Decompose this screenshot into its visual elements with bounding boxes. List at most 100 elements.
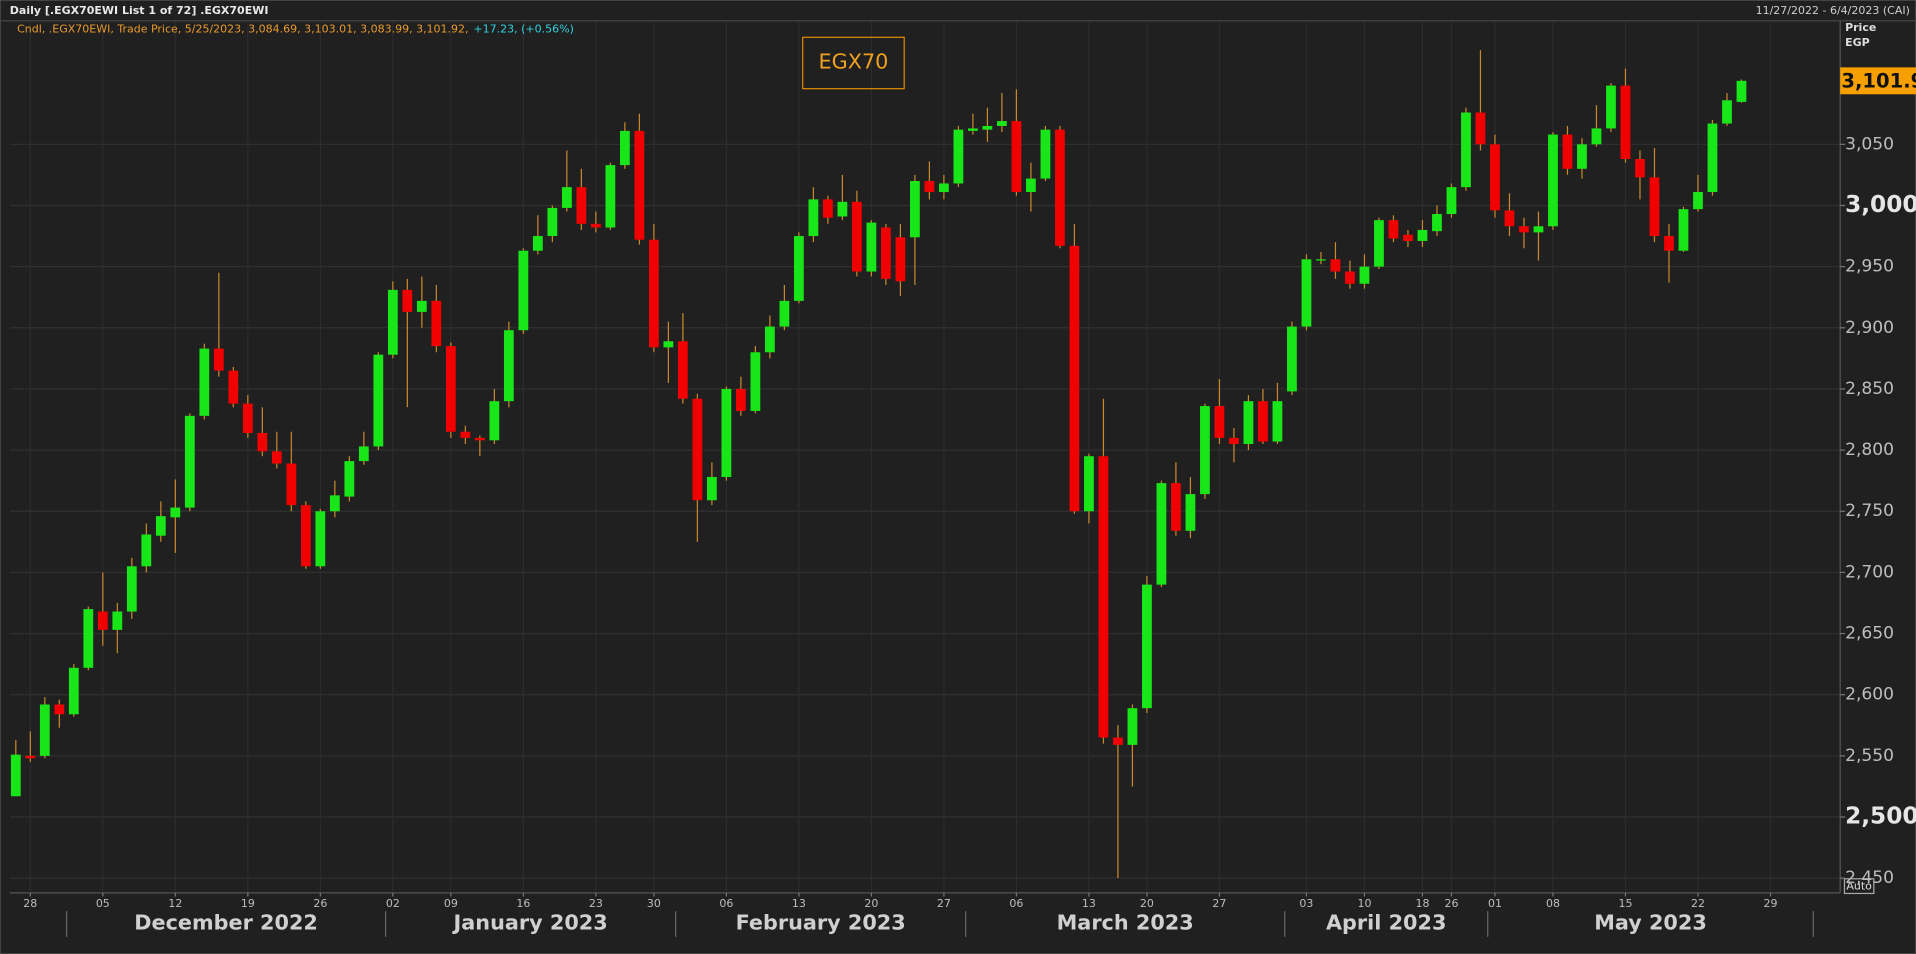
- candle-body: [1577, 144, 1587, 169]
- x-tick-label: 19: [241, 897, 255, 910]
- candle-body: [953, 129, 964, 184]
- x-tick-label: 20: [1140, 897, 1154, 910]
- candle-body: [648, 239, 659, 348]
- candle-body: [576, 187, 587, 224]
- x-tick-label: 02: [386, 897, 400, 910]
- candle-body: [184, 415, 195, 508]
- candle-body: [663, 341, 674, 348]
- y-tick-label: 2,700: [1845, 562, 1894, 582]
- y-tick-label: 2,500: [1845, 803, 1916, 830]
- candle-body: [1069, 245, 1080, 512]
- candle-body: [170, 507, 181, 518]
- y-axis-unit: EGP: [1845, 36, 1870, 49]
- candle-body: [126, 566, 137, 612]
- x-tick-label: 27: [937, 897, 951, 910]
- y-tick-label: 2,750: [1845, 501, 1894, 521]
- x-tick-label: 10: [1357, 897, 1371, 910]
- auto-button-label[interactable]: Auto: [1846, 880, 1872, 893]
- x-tick-label: 06: [719, 897, 733, 910]
- x-tick-label: 26: [313, 897, 327, 910]
- candle-body: [1171, 483, 1181, 531]
- x-tick-label: 09: [444, 897, 458, 910]
- candle-body: [1417, 229, 1428, 241]
- candle-body: [605, 165, 616, 228]
- candle-body: [1258, 401, 1268, 442]
- candle-body: [822, 199, 833, 218]
- y-tick-label: 3,050: [1845, 134, 1894, 154]
- x-tick-label: 03: [1299, 897, 1313, 910]
- candle-body: [1490, 144, 1500, 211]
- x-tick-label: 12: [168, 897, 182, 910]
- candle-body: [1098, 456, 1109, 738]
- candle-body: [112, 611, 123, 630]
- x-tick-label: 05: [96, 897, 110, 910]
- legend-text: Cndl, .EGX70EWI, Trade Price, 5/25/2023,…: [17, 22, 468, 35]
- candle-body: [54, 704, 65, 715]
- candle-body: [997, 121, 1007, 126]
- candle-body: [25, 755, 36, 759]
- candle-body: [1678, 209, 1689, 251]
- y-tick-label: 2,950: [1845, 257, 1894, 277]
- candle-body: [1620, 85, 1631, 159]
- candle-body: [1606, 85, 1616, 129]
- candle-body: [793, 236, 804, 301]
- candle-body: [387, 289, 398, 355]
- candle-body: [1388, 220, 1399, 239]
- candle-body: [1736, 80, 1747, 102]
- candle-body: [416, 300, 427, 312]
- candle-body: [677, 341, 688, 399]
- candle-body: [924, 181, 935, 193]
- legend: Cndl, .EGX70EWI, Trade Price, 5/25/2023,…: [17, 22, 574, 35]
- auto-button[interactable]: [1843, 878, 1875, 895]
- x-tick-label: 16: [516, 897, 530, 910]
- candle-body: [1011, 121, 1022, 193]
- candle-body: [1374, 220, 1384, 267]
- candle-body: [474, 437, 485, 441]
- candle-body: [68, 667, 79, 715]
- chart-title: Daily [.EGX70EWI List 1 of 72] .EGX70EWI: [10, 4, 269, 17]
- x-tick-label: 29: [1763, 897, 1777, 910]
- candle-body: [402, 289, 413, 312]
- candle-body: [1113, 737, 1123, 745]
- candle-body: [895, 237, 906, 282]
- x-tick-label: 26: [1444, 897, 1458, 910]
- candle-body: [1403, 234, 1413, 241]
- candle-body: [503, 330, 514, 402]
- candle-body: [344, 461, 355, 497]
- candle-body: [1287, 326, 1297, 392]
- candle-body: [634, 130, 645, 240]
- candle-body: [1649, 177, 1660, 237]
- candle-body: [1722, 100, 1732, 124]
- candle-body: [199, 348, 210, 416]
- candle-body: [982, 125, 993, 130]
- candle-body: [1562, 134, 1573, 169]
- candle-body: [1127, 708, 1138, 745]
- candle-body: [1533, 226, 1544, 233]
- last-price-label: 3,101.92: [1841, 70, 1916, 93]
- x-tick-label: 15: [1618, 897, 1632, 910]
- annotation-box: [802, 36, 905, 90]
- candle-body: [764, 326, 775, 353]
- candle-body: [155, 516, 166, 536]
- legend-change: +17.23, (+0.56%): [473, 22, 573, 35]
- x-tick-label: 20: [864, 897, 878, 910]
- candle-body: [1084, 456, 1094, 512]
- x-tick-label: 06: [1009, 897, 1023, 910]
- x-tick-label: 08: [1546, 897, 1560, 910]
- candle-body: [1243, 401, 1254, 444]
- y-tick-label: 2,900: [1845, 318, 1894, 338]
- candle-body: [1519, 226, 1529, 233]
- candle-body: [1301, 259, 1312, 327]
- candle-body: [547, 207, 558, 237]
- candle-body: [431, 300, 442, 347]
- candle-body: [1446, 187, 1457, 215]
- candle-body: [910, 181, 920, 238]
- candle-body: [329, 495, 340, 512]
- candle-body: [881, 227, 891, 279]
- candle-body: [1693, 192, 1703, 210]
- candle-body: [300, 505, 311, 567]
- candle-body: [228, 370, 239, 404]
- candle-body: [1026, 178, 1036, 193]
- month-label: March 2023: [1057, 910, 1194, 934]
